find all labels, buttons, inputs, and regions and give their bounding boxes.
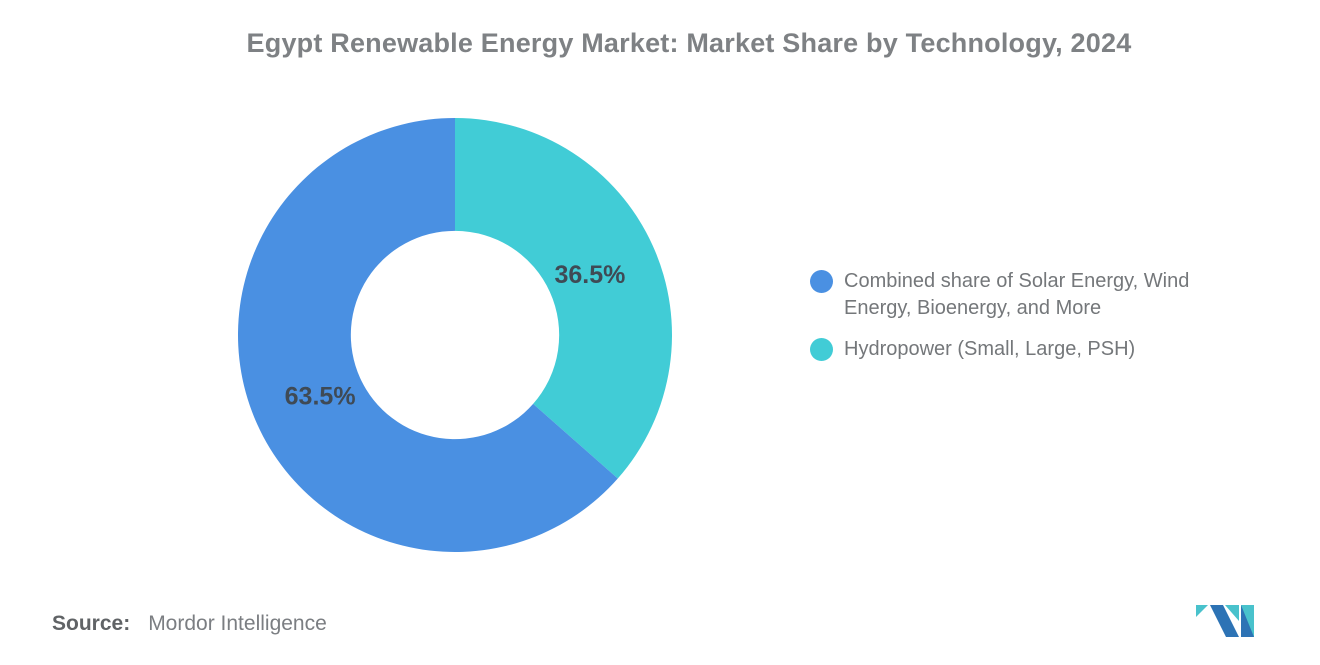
mordor-intelligence-logo-icon: [1196, 605, 1254, 637]
donut-slice: [455, 118, 672, 479]
source-line: Source: Mordor Intelligence: [52, 612, 327, 636]
donut-slice-label: 63.5%: [285, 383, 356, 411]
legend-marker-blue-icon: [810, 270, 833, 293]
donut-slice-label: 36.5%: [554, 261, 625, 289]
legend-label: Hydropower (Small, Large, PSH): [844, 338, 1136, 360]
legend-item-hydropower: Hydropower (Small, Large, PSH): [810, 336, 1244, 363]
source-text: Mordor Intelligence: [148, 612, 327, 635]
legend: Combined share of Solar Energy, Wind Ene…: [810, 268, 1244, 363]
chart-title: Egypt Renewable Energy Market: Market Sh…: [246, 28, 1132, 58]
legend-item-combined-share: Combined share of Solar Energy, Wind Ene…: [810, 268, 1244, 322]
legend-label: Combined share of Solar Energy, Wind Ene…: [844, 270, 1190, 319]
source-label: Source:: [52, 612, 131, 635]
legend-marker-teal-icon: [810, 338, 833, 361]
donut-slice: [237, 118, 618, 552]
donut-chart: 36.5% 63.5%: [237, 118, 672, 552]
